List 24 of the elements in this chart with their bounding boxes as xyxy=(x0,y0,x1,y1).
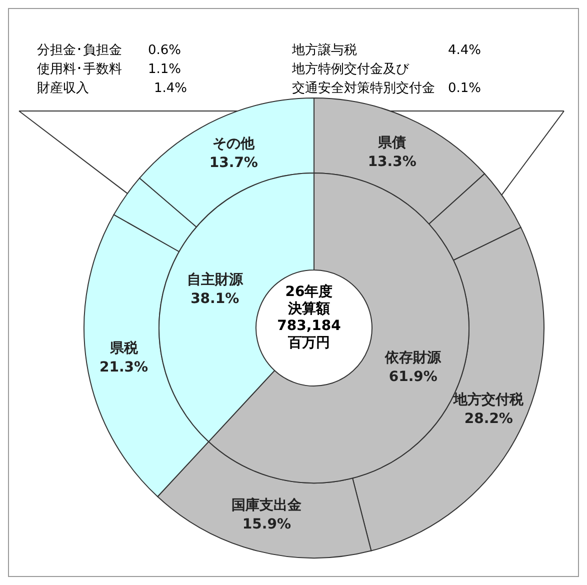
text: 地方特例交付金及び xyxy=(292,61,410,79)
data-label: 13.3% xyxy=(368,154,416,170)
text: 783,184 xyxy=(277,318,342,334)
slice-label: 依存財源 xyxy=(384,350,442,366)
text: 財産収入 1.4% xyxy=(37,80,188,98)
data-label: 28.2% xyxy=(464,410,513,427)
slice-label: 自主財源 xyxy=(186,271,244,288)
text: 地方譲与税 4.4% xyxy=(292,42,482,60)
slice-label: 地方交付税 xyxy=(452,390,525,408)
data-label: 38.1% xyxy=(190,291,240,308)
text: 百万円 xyxy=(287,335,330,351)
text: 使用料･手数料 1.1% xyxy=(37,61,182,79)
data-label: 13.7% xyxy=(209,155,258,172)
slice-label: 県債 xyxy=(377,135,406,152)
text: 交通安全対策特別交付金 0.1% xyxy=(292,80,482,98)
data-label: 15.9% xyxy=(242,516,291,533)
slice-label: 国庫支出金 xyxy=(232,496,303,514)
data-label: 61.9% xyxy=(388,368,438,385)
text: 26年度 xyxy=(285,283,333,300)
slice-label: 県税 xyxy=(108,340,139,357)
data-label: 21.3% xyxy=(99,360,148,376)
text: 決算額 xyxy=(287,300,330,317)
text: 分担金･負担金 0.6% xyxy=(37,42,182,60)
slice-label: その他 xyxy=(212,136,256,152)
